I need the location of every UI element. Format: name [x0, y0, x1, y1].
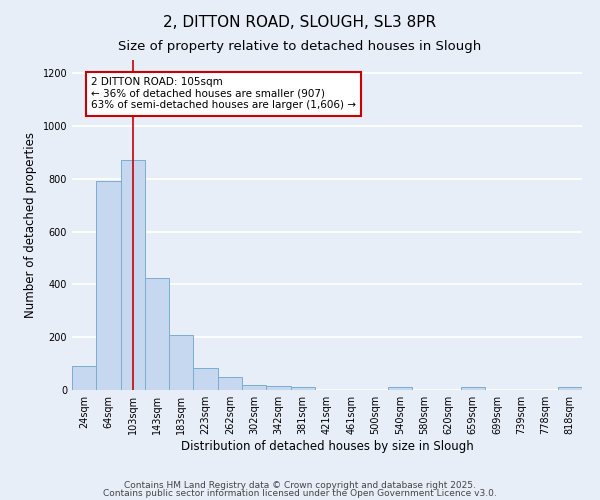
Bar [242, 384, 266, 390]
Bar [266, 386, 290, 390]
Bar [72, 366, 96, 390]
Bar [461, 388, 485, 390]
Text: Size of property relative to detached houses in Slough: Size of property relative to detached ho… [118, 40, 482, 53]
Bar [121, 160, 145, 390]
Bar [169, 334, 193, 390]
Text: Contains public sector information licensed under the Open Government Licence v3: Contains public sector information licen… [103, 489, 497, 498]
Text: 2, DITTON ROAD, SLOUGH, SL3 8PR: 2, DITTON ROAD, SLOUGH, SL3 8PR [163, 15, 437, 30]
Bar [388, 388, 412, 390]
Bar [290, 388, 315, 390]
Text: Contains HM Land Registry data © Crown copyright and database right 2025.: Contains HM Land Registry data © Crown c… [124, 480, 476, 490]
Y-axis label: Number of detached properties: Number of detached properties [24, 132, 37, 318]
X-axis label: Distribution of detached houses by size in Slough: Distribution of detached houses by size … [181, 440, 473, 453]
Text: 2 DITTON ROAD: 105sqm
← 36% of detached houses are smaller (907)
63% of semi-det: 2 DITTON ROAD: 105sqm ← 36% of detached … [91, 77, 356, 110]
Bar [193, 368, 218, 390]
Bar [218, 377, 242, 390]
Bar [96, 182, 121, 390]
Bar [145, 278, 169, 390]
Bar [558, 388, 582, 390]
